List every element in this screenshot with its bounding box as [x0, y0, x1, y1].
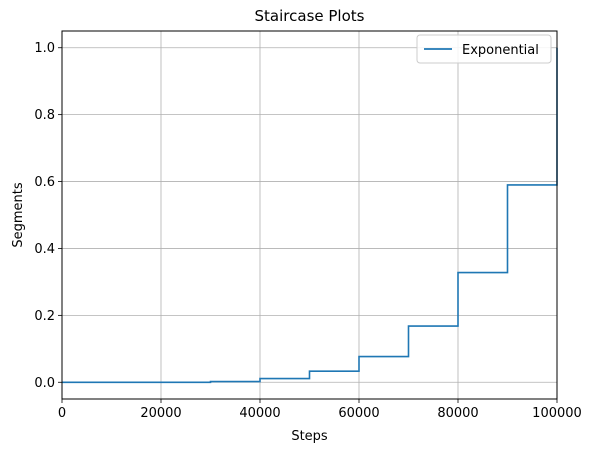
- series-layer: [62, 47, 558, 384]
- y-tick-label: 0.8: [34, 108, 55, 123]
- x-tick-label: 0: [58, 406, 66, 421]
- x-tick-label: 60000: [338, 406, 379, 421]
- legend: Exponential: [416, 34, 552, 64]
- y-tick-label: 0.6: [34, 175, 55, 190]
- chart-title: Staircase Plots: [255, 7, 365, 25]
- series-line-exponential: [62, 47, 558, 384]
- x-tick-label: 20000: [140, 406, 181, 421]
- x-axis-ticks: 0 20000 40000 60000 80000 100000: [58, 399, 582, 421]
- plot-frame: [61, 30, 558, 400]
- x-tick-label: 80000: [437, 406, 478, 421]
- x-tick-label: 40000: [239, 406, 280, 421]
- grid-lines: [61, 31, 558, 399]
- legend-label-exponential: Exponential: [462, 43, 539, 58]
- y-tick-label: 0.0: [34, 376, 55, 391]
- x-tick-label: 100000: [532, 406, 582, 421]
- y-axis-label: Segments: [11, 182, 26, 248]
- y-tick-label: 0.4: [34, 242, 55, 257]
- y-axis-ticks: 0.0 0.2 0.4 0.6 0.8 1.0: [34, 41, 62, 391]
- legend-box: [416, 34, 552, 64]
- x-axis-label: Steps: [291, 429, 328, 444]
- y-tick-label: 1.0: [34, 41, 55, 56]
- y-tick-label: 0.2: [34, 309, 55, 324]
